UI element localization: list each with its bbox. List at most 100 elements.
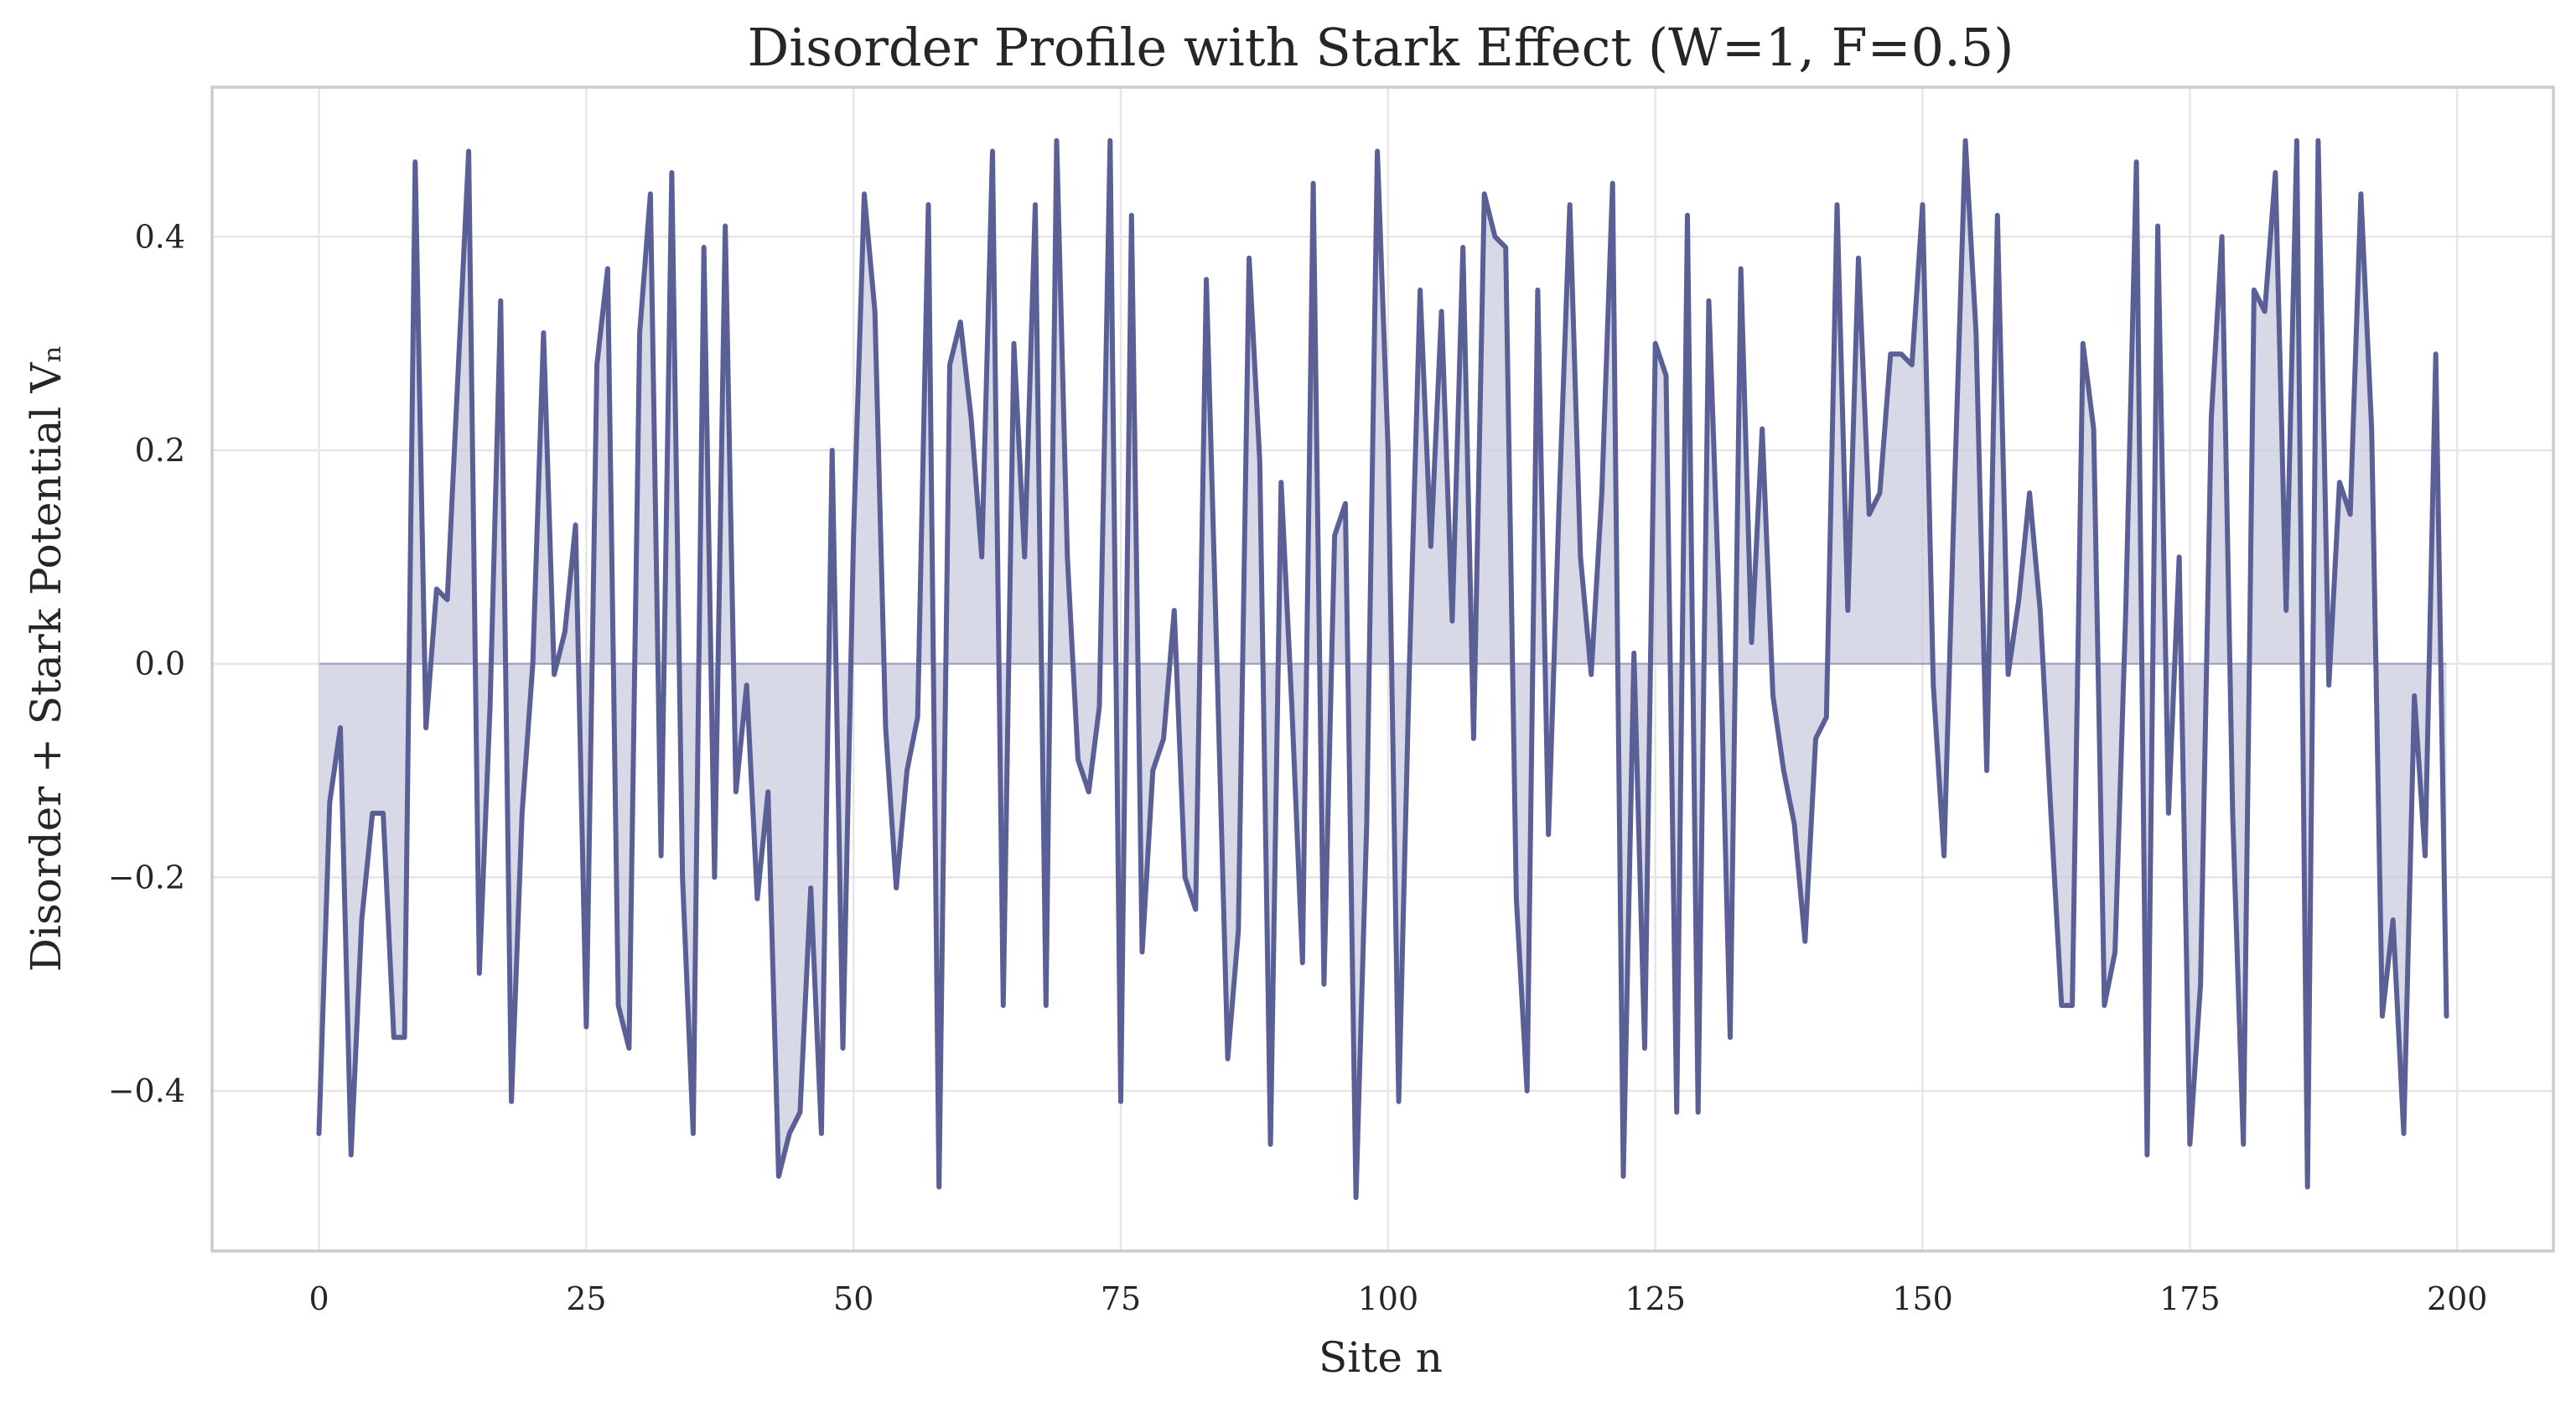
data-point (863, 193, 865, 195)
y-tick-label: 0.0 (135, 646, 185, 683)
data-point (1986, 770, 1988, 771)
data-point (2435, 353, 2437, 355)
data-point (1921, 204, 1924, 205)
data-point (607, 267, 609, 270)
data-point (1419, 289, 1421, 291)
data-point (1109, 140, 1111, 142)
data-point (1569, 204, 1571, 205)
data-point (1141, 951, 1143, 953)
data-point (1195, 908, 1196, 911)
y-tick-label: 0.2 (135, 432, 185, 469)
data-point (1889, 353, 1891, 355)
data-point (746, 684, 748, 686)
data-point (1013, 343, 1015, 345)
data-point (2445, 1015, 2448, 1017)
data-point (521, 812, 523, 814)
data-point (575, 524, 577, 526)
chart-title: Disorder Profile with Stark Effect (W=1,… (748, 17, 2014, 78)
data-point (393, 1036, 395, 1038)
data-point (1077, 759, 1079, 761)
data-point (1579, 556, 1582, 558)
data-point (1226, 1058, 1229, 1060)
data-point (371, 812, 373, 814)
data-point (2050, 812, 2052, 814)
data-point (1932, 684, 1934, 686)
x-tick-label: 175 (2159, 1280, 2221, 1317)
data-point (1484, 193, 1485, 195)
data-point (1451, 620, 1453, 622)
data-point (1280, 481, 1282, 483)
data-point (1120, 1101, 1122, 1103)
data-point (1879, 492, 1881, 494)
data-point (2242, 1144, 2244, 1145)
data-point (1975, 332, 1977, 334)
data-point (532, 663, 534, 665)
data-point (542, 332, 544, 334)
data-point (2114, 951, 2116, 953)
x-tick-label: 0 (308, 1280, 329, 1317)
data-point (2328, 684, 2330, 686)
data-point (2136, 161, 2138, 163)
data-point (2082, 343, 2084, 345)
data-point (799, 1111, 801, 1114)
data-point (2274, 172, 2277, 174)
data-point (1216, 663, 1218, 665)
series-line-path (316, 138, 2449, 1201)
data-point (596, 364, 598, 366)
data-point (2231, 812, 2233, 814)
data-point (1537, 289, 1539, 291)
data-point (553, 673, 555, 675)
x-tick-label: 50 (833, 1280, 873, 1317)
x-tick-label: 150 (1892, 1280, 1953, 1317)
data-point (2392, 919, 2394, 921)
data-point (468, 150, 469, 153)
data-point (618, 1004, 619, 1006)
data-point (2350, 513, 2351, 515)
data-point (425, 727, 427, 729)
data-point (671, 172, 672, 174)
data-point (1815, 738, 1817, 740)
data-point (2103, 1004, 2105, 1006)
x-tick-label: 25 (566, 1280, 606, 1317)
plot-frame (210, 86, 2555, 1253)
data-point (2264, 310, 2266, 313)
data-point (1772, 695, 1774, 697)
data-point (1055, 140, 1058, 142)
data-point (1291, 705, 1293, 708)
data-point (1269, 1144, 1272, 1145)
x-tick-label: 125 (1625, 1280, 1686, 1317)
plot-border (210, 86, 2555, 1253)
data-point (1729, 1036, 1731, 1038)
data-point (2093, 428, 2095, 430)
data-point (1024, 556, 1025, 558)
data-point (1590, 673, 1592, 675)
y-axis-label: Disorder + Stark Potential Vₙ (22, 345, 70, 972)
area-fill-path (319, 140, 2447, 1198)
data-point (2402, 1133, 2405, 1134)
data-point (1633, 652, 1635, 654)
data-point (2168, 812, 2169, 814)
data-point (1761, 428, 1763, 430)
x-tick-label: 75 (1101, 1280, 1141, 1317)
data-point (1205, 278, 1207, 280)
data-point (2371, 428, 2372, 430)
data-point (692, 1133, 694, 1134)
data-point (2221, 236, 2223, 237)
data-point (2307, 1186, 2309, 1188)
data-point (2253, 289, 2255, 291)
data-point (360, 919, 363, 921)
data-point (1655, 343, 1656, 345)
data-point (1366, 823, 1367, 825)
data-point (917, 716, 919, 718)
data-point (1793, 823, 1796, 825)
data-point (1066, 556, 1068, 558)
data-point (2317, 140, 2319, 142)
data-point (500, 300, 501, 302)
data-point (1034, 204, 1036, 205)
data-point (874, 310, 876, 313)
x-tick-label: 100 (1358, 1280, 1419, 1317)
y-tick-label: −0.2 (108, 859, 185, 895)
data-point (927, 204, 930, 205)
